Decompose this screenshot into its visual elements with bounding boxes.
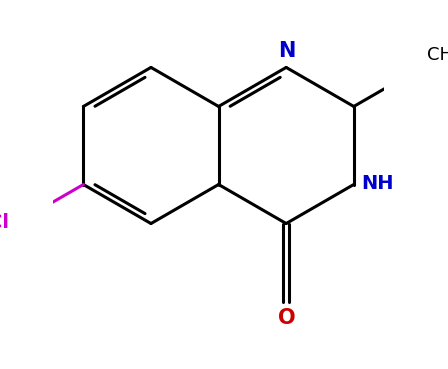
Text: CH₃: CH₃ (426, 46, 448, 64)
Text: N: N (278, 41, 296, 61)
Text: O: O (278, 308, 296, 328)
Text: Cl: Cl (0, 213, 9, 232)
Text: NH: NH (362, 174, 394, 193)
